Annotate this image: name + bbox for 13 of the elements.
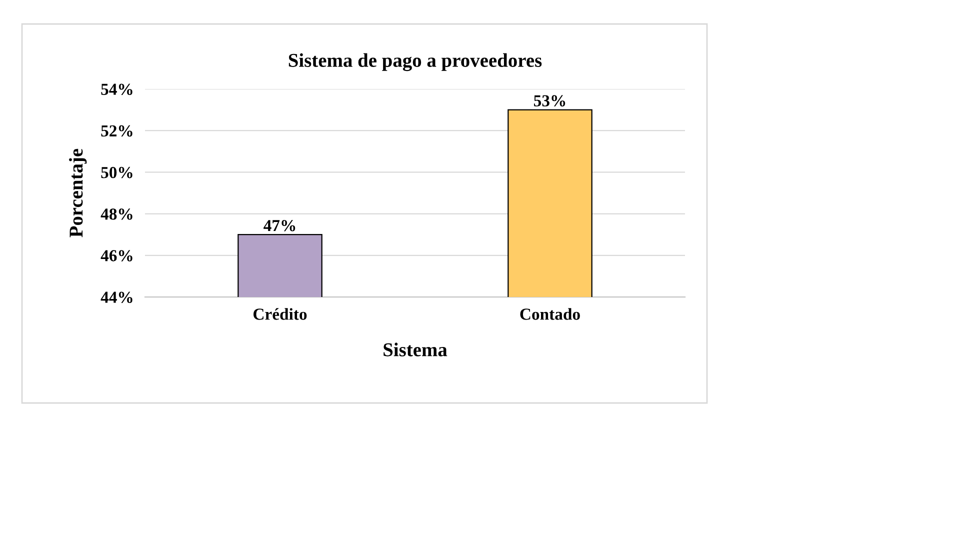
y-tick-label: 48%: [100, 208, 132, 220]
y-tick-label: 50%: [101, 166, 132, 178]
y-tick-label: 44%: [100, 292, 132, 303]
y-tick-label: 52%: [101, 125, 132, 137]
data-label: 47%: [264, 220, 296, 232]
x-tick-label: Crédito: [254, 308, 307, 320]
chart-title: Sistema de pago a proveedores: [288, 53, 542, 72]
y-axis-title: Porcentaje: [69, 148, 87, 238]
y-tick-label: 46%: [100, 250, 132, 262]
x-axis-title: Sistema: [384, 342, 448, 356]
data-label: 53%: [534, 95, 566, 106]
x-tick-label: Contado: [520, 308, 580, 320]
y-tick-label: 54%: [101, 84, 132, 95]
